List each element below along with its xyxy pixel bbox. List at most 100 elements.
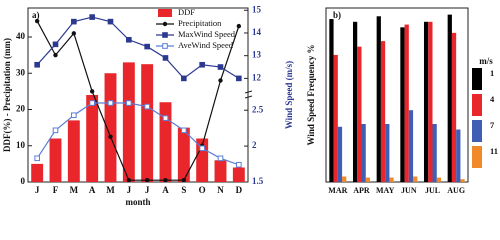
marker: [52, 41, 59, 48]
bar: [380, 41, 386, 183]
y2-tick-label: 2: [252, 140, 257, 150]
bar: [361, 124, 366, 182]
legend-title: m/s: [479, 56, 493, 66]
bar: [141, 64, 154, 182]
legend-label: 7: [490, 120, 495, 130]
x-tick-label: O: [199, 185, 206, 195]
x-tick-label: M: [106, 185, 115, 195]
bar: [456, 129, 461, 182]
bar: [451, 32, 457, 182]
legend-label: DDF: [178, 7, 195, 17]
line: [36, 20, 240, 181]
marker: [236, 75, 242, 82]
marker: [236, 161, 242, 168]
marker: [126, 177, 132, 183]
bar: [413, 176, 418, 182]
marker: [34, 155, 40, 162]
bar: [385, 124, 390, 182]
bar: [447, 14, 452, 183]
bar: [214, 160, 227, 182]
y-axis-label: DDF(%) - Precipitation (mm): [2, 38, 12, 152]
x-tick-label: D: [236, 185, 243, 195]
x-tick-label: A: [162, 185, 169, 195]
bar: [177, 127, 190, 182]
marker: [89, 89, 95, 94]
bar: [104, 73, 117, 182]
marker: [144, 177, 150, 183]
bar: [408, 110, 414, 182]
legend-label: Precipitation: [178, 18, 222, 28]
x-tick-label: MAY: [376, 186, 395, 195]
y2-tick-label: 1.5: [252, 176, 264, 186]
marker: [53, 52, 58, 58]
x-tick-label: JUN: [401, 186, 417, 195]
x-tick-label: J: [145, 185, 150, 195]
y-tick-label: 40: [16, 31, 26, 41]
bar: [432, 124, 437, 182]
bar: [196, 138, 209, 182]
x-tick-label: M: [70, 185, 79, 195]
marker: [163, 177, 168, 183]
x-tick-label: J: [127, 185, 132, 195]
legend-swatch: [162, 43, 168, 49]
marker: [107, 18, 114, 25]
axis-break: [244, 95, 253, 99]
bar: [365, 177, 371, 182]
marker: [162, 55, 169, 61]
x-tick-label: JUL: [425, 186, 440, 195]
marker: [34, 61, 40, 68]
x-tick-label: MAR: [328, 186, 347, 195]
legend-swatch: [158, 9, 172, 17]
bar: [67, 120, 80, 182]
y2-tick-label: 13: [252, 50, 262, 60]
marker: [181, 127, 187, 134]
marker: [181, 177, 187, 183]
marker: [144, 43, 150, 50]
y2-tick-label: 15: [252, 4, 262, 14]
x-tick-label: APR: [353, 186, 370, 195]
x-axis-label: month: [125, 197, 150, 207]
line: [36, 102, 240, 166]
bar: [49, 138, 62, 182]
legend-label: 11: [490, 146, 498, 156]
marker: [199, 61, 205, 68]
marker: [217, 155, 224, 162]
legend-swatch: [162, 21, 168, 27]
bar: [232, 167, 245, 182]
marker: [52, 127, 59, 134]
line: [36, 16, 240, 80]
bar: [389, 177, 394, 182]
bar: [329, 19, 334, 182]
bar: [31, 163, 44, 182]
x-tick-label: J: [35, 185, 40, 195]
bar: [86, 95, 99, 182]
y2-tick-label: 2.5: [252, 104, 264, 114]
bar: [404, 24, 409, 183]
marker: [108, 134, 113, 139]
plot-frame: [27, 7, 249, 183]
x-tick-label: N: [217, 185, 224, 195]
legend-swatch: [472, 68, 482, 90]
marker: [71, 31, 77, 36]
panel-label: a): [32, 10, 40, 20]
bar: [460, 179, 465, 182]
bar: [400, 27, 405, 183]
legend-label: 1: [490, 68, 494, 78]
bar: [436, 177, 442, 182]
bar: [376, 16, 381, 182]
y2-tick-label: 14: [252, 27, 262, 37]
y2-axis-label: Wind Speed (m/s): [284, 61, 294, 129]
x-tick-label: F: [53, 185, 59, 195]
legend-label: 4: [490, 94, 495, 104]
legend-label: AveWind Speed: [178, 40, 234, 50]
legend-swatch: [162, 32, 168, 38]
y-tick-label: 30: [16, 67, 26, 77]
bar: [337, 126, 343, 182]
y-tick-label: 0: [21, 176, 26, 186]
axis-break: [244, 90, 253, 94]
marker: [71, 112, 77, 119]
marker: [126, 100, 132, 106]
y2-tick-label: 12: [252, 72, 262, 82]
legend-swatch: [472, 120, 482, 142]
panel-label: b): [333, 10, 341, 20]
